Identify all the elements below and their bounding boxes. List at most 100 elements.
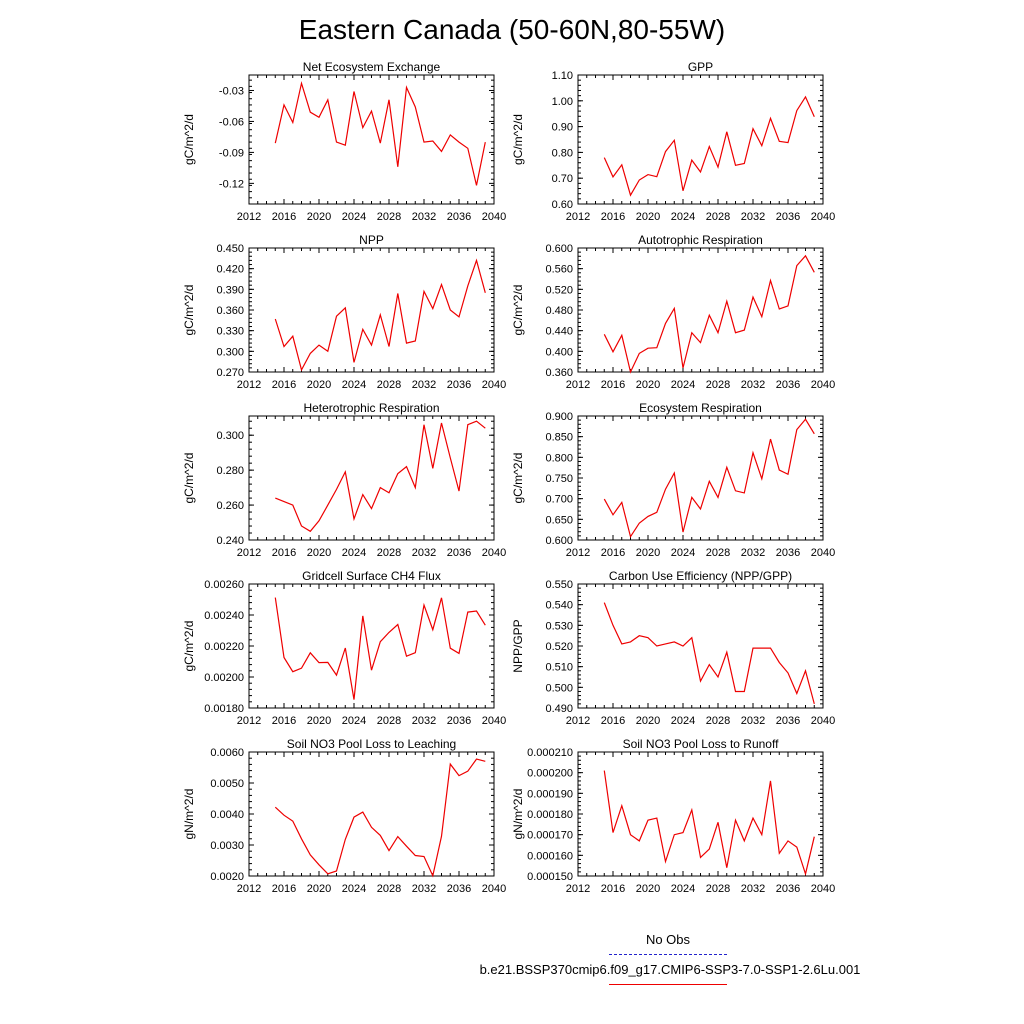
- y-tick-label: 0.00240: [204, 610, 244, 622]
- chart-title: GPP: [688, 60, 713, 74]
- y-tick-label: 0.360: [216, 305, 244, 317]
- legend-run-swatch: [609, 984, 727, 985]
- x-tick-label: 2040: [811, 547, 835, 559]
- chart-panel-6: Ecosystem Respiration 2012 2016 2020 2024 202…: [511, 401, 835, 559]
- x-tick-label: 2012: [566, 715, 590, 727]
- y-tick-label: 0.490: [545, 703, 573, 715]
- x-tick-label: 2028: [706, 715, 730, 727]
- legend-obs-swatch: [609, 954, 727, 955]
- series-line: [274, 258, 486, 372]
- legend-obs-label: No Obs: [645, 932, 691, 947]
- y-tick-label: -0.12: [219, 178, 244, 190]
- chart-title: Autotrophic Respiration: [638, 233, 763, 247]
- x-tick-label: 2020: [307, 883, 331, 895]
- x-tick-label: 2020: [636, 547, 660, 559]
- plot-frame: [577, 415, 824, 541]
- y-tick-label: -0.09: [219, 147, 244, 159]
- x-tick-label: 2032: [741, 379, 765, 391]
- x-tick-label: 2024: [671, 379, 695, 391]
- x-tick-label: 2020: [307, 547, 331, 559]
- x-tick-label: 2036: [447, 883, 471, 895]
- y-tick-label: 0.00180: [204, 703, 244, 715]
- y-tick-label: 0.240: [216, 535, 244, 547]
- y-tick-label: 0.530: [545, 620, 573, 632]
- x-tick-label: 2032: [741, 547, 765, 559]
- x-tick-label: 2036: [776, 883, 800, 895]
- x-tick-label: 2028: [377, 211, 401, 223]
- x-tick-label: 2032: [412, 379, 436, 391]
- y-tick-label: 0.450: [216, 243, 244, 255]
- y-tick-label: 0.0040: [210, 809, 244, 821]
- x-tick-label: 2012: [566, 883, 590, 895]
- y-tick-label: 0.700: [545, 494, 573, 506]
- x-tick-label: 2028: [706, 547, 730, 559]
- y-tick-label: 0.280: [216, 465, 244, 477]
- x-tick-label: 2012: [237, 379, 261, 391]
- x-tick-label: 2012: [237, 211, 261, 223]
- x-tick-label: 2024: [342, 379, 366, 391]
- y-tick-label: 0.90: [552, 122, 573, 134]
- y-tick-label: 0.850: [545, 432, 573, 444]
- y-axis-label: gN/m^2/d: [511, 789, 525, 840]
- x-tick-label: 2016: [272, 715, 296, 727]
- x-tick-label: 2040: [811, 379, 835, 391]
- y-tick-label: 0.000200: [527, 768, 573, 780]
- y-tick-label: 0.510: [545, 662, 573, 674]
- x-tick-label: 2032: [412, 211, 436, 223]
- x-tick-label: 2036: [447, 715, 471, 727]
- series-line: [274, 597, 486, 700]
- x-tick-label: 2028: [377, 547, 401, 559]
- x-tick-label: 2016: [272, 379, 296, 391]
- x-tick-label: 2028: [706, 883, 730, 895]
- y-tick-label: 0.0020: [210, 871, 244, 883]
- x-tick-label: 2024: [671, 715, 695, 727]
- x-tick-label: 2016: [601, 883, 625, 895]
- x-tick-label: 2036: [776, 211, 800, 223]
- x-tick-label: 2032: [741, 883, 765, 895]
- x-tick-label: 2040: [482, 379, 506, 391]
- y-tick-label: 0.540: [545, 600, 573, 612]
- x-tick-label: 2040: [811, 211, 835, 223]
- y-tick-label: 0.000190: [527, 788, 573, 800]
- x-tick-label: 2040: [482, 211, 506, 223]
- y-tick-label: 0.600: [545, 535, 573, 547]
- x-tick-label: 2020: [636, 715, 660, 727]
- series-line: [603, 95, 815, 197]
- y-axis-label: gC/m^2/d: [182, 621, 196, 672]
- x-tick-label: 2032: [412, 547, 436, 559]
- y-tick-label: 0.800: [545, 452, 573, 464]
- x-tick-label: 2012: [566, 379, 590, 391]
- x-tick-label: 2032: [741, 715, 765, 727]
- chart-title: Heterotrophic Respiration: [303, 401, 439, 415]
- y-tick-label: 0.600: [545, 243, 573, 255]
- plot-frame: [577, 74, 824, 205]
- chart-title: Net Ecosystem Exchange: [303, 60, 441, 74]
- x-tick-label: 2016: [272, 547, 296, 559]
- legend-run-label: b.e21.BSSP370cmip6.f09_g17.CMIP6-SSP3-7.…: [479, 962, 861, 977]
- y-tick-label: -0.06: [219, 116, 244, 128]
- x-tick-label: 2012: [237, 883, 261, 895]
- x-tick-label: 2040: [482, 547, 506, 559]
- y-tick-label: 0.330: [216, 326, 244, 338]
- series-line: [275, 420, 486, 533]
- series-line: [274, 758, 486, 878]
- y-tick-label: 0.900: [545, 411, 573, 423]
- y-tick-label: 0.550: [545, 579, 573, 591]
- x-tick-label: 2024: [342, 883, 366, 895]
- x-tick-label: 2040: [482, 715, 506, 727]
- chart-panel-7: Gridcell Surface CH4 Flux 2012 2016 2020 202…: [182, 569, 506, 727]
- chart-title: Soil NO3 Pool Loss to Leaching: [287, 737, 456, 751]
- y-tick-label: 0.420: [216, 264, 244, 276]
- x-tick-label: 2028: [377, 379, 401, 391]
- x-tick-label: 2036: [447, 547, 471, 559]
- x-tick-label: 2032: [412, 883, 436, 895]
- x-tick-label: 2012: [237, 715, 261, 727]
- y-tick-label: 0.000160: [527, 850, 573, 862]
- x-tick-label: 2028: [706, 379, 730, 391]
- x-tick-label: 2036: [447, 379, 471, 391]
- chart-panel-2: GPP 2012 2016 2020 2024 2028 2032 2036 2040 1.10 1…: [511, 60, 835, 223]
- chart-panel-8: Carbon Use Efficiency (NPP/GPP) 2012 2016 2…: [511, 569, 835, 727]
- y-axis-label: gC/m^2/d: [511, 114, 525, 165]
- chart-panel-3: NPP 2012 2016 2020 2024 2028 2032 2036 2040 0.450…: [182, 233, 506, 391]
- plot-frame: [248, 751, 495, 877]
